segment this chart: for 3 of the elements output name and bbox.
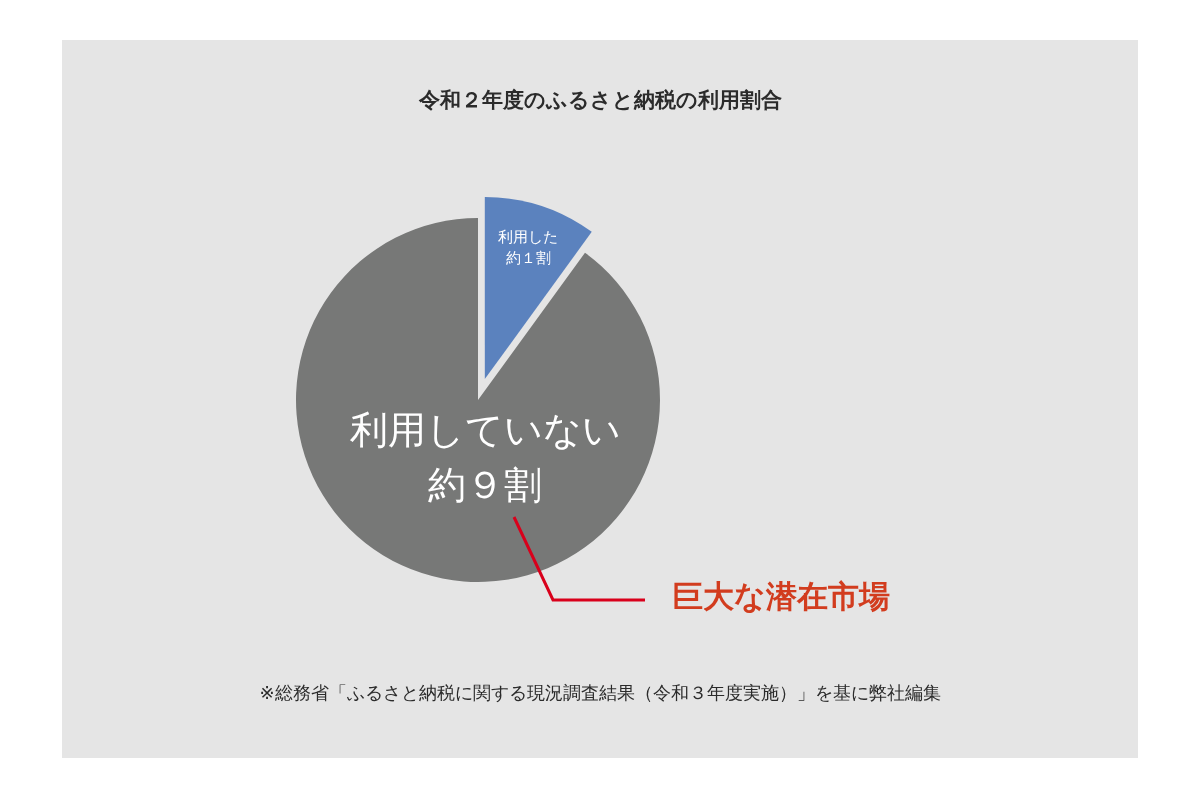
annotation: 巨大な潜在市場 <box>672 577 890 614</box>
title: 令和２年度のふるさと納税の利用割合 <box>418 88 782 112</box>
annotation: ※総務省「ふるさと納税に関する現況調査結果（令和３年度実施）」を基に弊社編集 <box>259 682 941 703</box>
